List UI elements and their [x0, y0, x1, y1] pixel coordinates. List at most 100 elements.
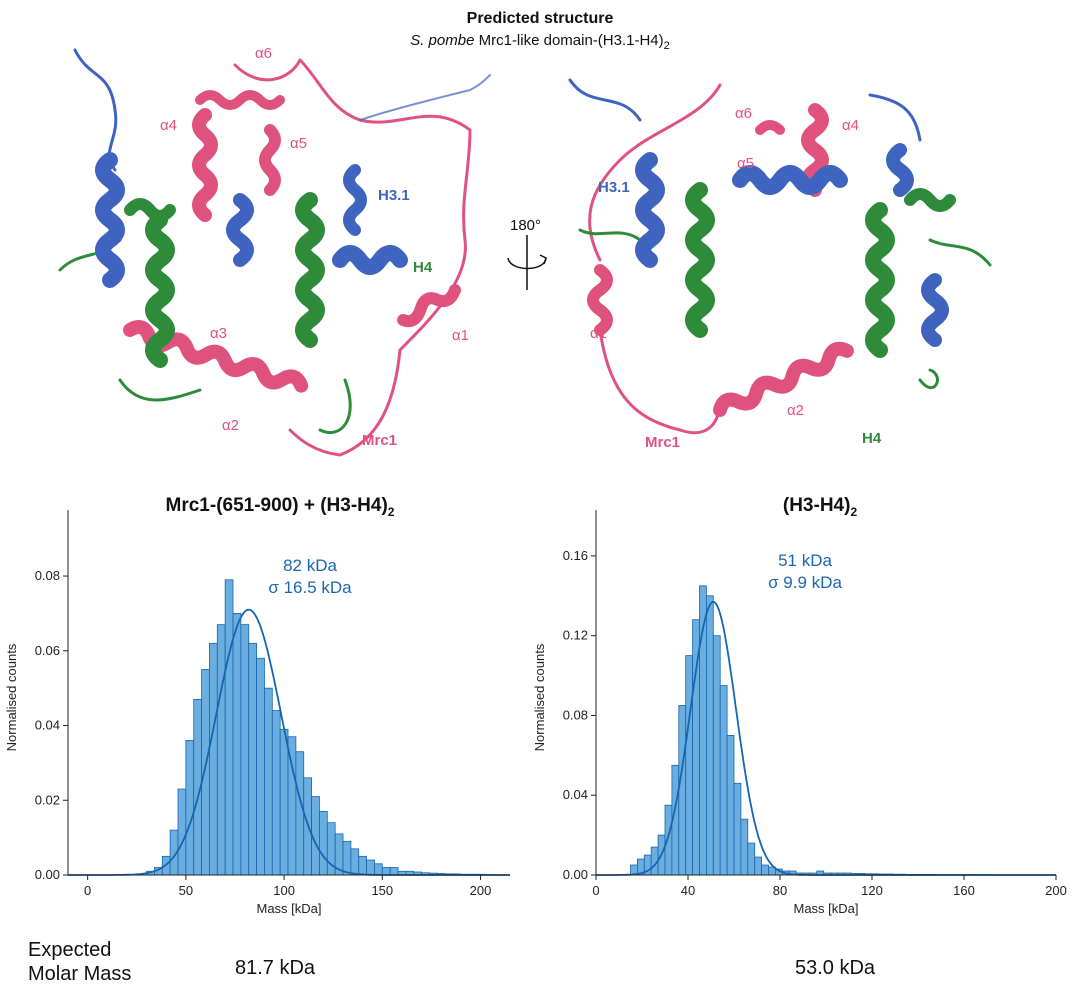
y-tick-label: 0.08 [563, 707, 588, 722]
x-tick-label: 200 [1045, 883, 1067, 898]
left-structure-labels: α6 α4 α5 H3.1 H4 α3 α1 α2 Mrc1 [160, 45, 469, 449]
left-expected-mass: 81.7 kDa [235, 957, 316, 979]
expected-line2: Molar Mass [28, 963, 132, 985]
y-tick-label: 0.12 [563, 628, 588, 643]
right-expected-mass: 53.0 kDa [795, 957, 876, 979]
x-tick-label: 80 [773, 883, 787, 898]
mrc1-loop [588, 83, 722, 435]
y-axis-label: Normalised counts [532, 643, 547, 751]
left-fit-mass: 82 kDa [283, 556, 337, 575]
x-tick-label: 150 [371, 883, 393, 898]
helix-h4-c [904, 188, 956, 212]
label-alpha4: α4 [160, 117, 177, 134]
helix-a4 [192, 108, 218, 222]
y-axis-label: Normalised counts [4, 643, 19, 751]
label-alpha5: α5 [737, 155, 754, 172]
left-structure [58, 48, 491, 457]
histogram-bar [295, 751, 305, 876]
label-alpha6: α6 [255, 45, 272, 62]
rotation-label: 180° [510, 217, 541, 234]
helix-h3-c [921, 273, 949, 347]
histogram-bar [374, 863, 383, 876]
left-chart-title-main: Mrc1-(651-900) + (H3-H4) [165, 495, 388, 516]
helix-a6 [195, 90, 285, 110]
right-chart-title-main: (H3-H4) [782, 495, 851, 516]
y-tick-label: 0.08 [35, 568, 60, 583]
left-fit-sigma: σ 16.5 kDa [268, 578, 352, 597]
helix-h4-b [295, 192, 325, 348]
right-fit-annotation: 51 kDa σ 9.9 kDa [735, 550, 875, 594]
x-tick-label: 0 [592, 883, 599, 898]
left-fit-annotation: 82 kDa σ 16.5 kDa [240, 555, 380, 599]
h4-loop [578, 228, 992, 389]
histogram-bar [232, 613, 242, 876]
histogram-bar [279, 728, 289, 876]
label-alpha2: α2 [787, 402, 804, 419]
y-tick-label: 0.04 [35, 718, 60, 733]
y-tick-label: 0.04 [563, 787, 588, 802]
helix-h3-b [226, 193, 254, 267]
histogram-bar [389, 867, 399, 876]
helix-h4-a [685, 182, 715, 338]
helix-h4-b [865, 202, 895, 358]
histogram-bar [350, 848, 360, 876]
x-tick-label: 0 [84, 883, 91, 898]
label-alpha1: α1 [590, 325, 607, 342]
label-alpha3: α3 [210, 325, 227, 342]
label-alpha2: α2 [222, 417, 239, 434]
histogram-bar [664, 804, 673, 876]
x-tick-label: 200 [470, 883, 492, 898]
right-structure-labels: α6 α4 α5 H3.1 α1 Mrc1 α2 H4 [590, 105, 882, 451]
y-tick-label: 0.06 [35, 643, 60, 658]
h3-tail [359, 74, 491, 121]
rotation-icon [507, 235, 547, 290]
histogram-bar [740, 818, 749, 876]
histogram-bar [685, 655, 693, 876]
helix-a5 [259, 124, 281, 196]
histogram-bar [381, 867, 391, 876]
mrc1-loop [233, 58, 472, 457]
helix-h4-a [145, 212, 175, 368]
helix-a2 [713, 341, 854, 417]
helix-a6 [755, 120, 785, 135]
helix-h3-a [95, 152, 125, 288]
helix-h3-a [635, 152, 665, 268]
y-tick-label: 0.16 [563, 548, 588, 563]
right-structure [568, 78, 992, 435]
label-alpha5: α5 [290, 135, 307, 152]
left-mass-histogram: 0.00 0.02 0.04 0.06 0.08 0 50 100 150 200 Mass [kD… [4, 510, 510, 916]
label-mrc1: Mrc1 [362, 432, 397, 449]
histogram-bar [719, 685, 728, 876]
figure-title: Predicted structure [466, 10, 614, 27]
right-chart-title-sub: 2 [850, 504, 858, 519]
x-tick-label: 120 [861, 883, 883, 898]
histogram-bar [256, 657, 265, 876]
histogram-bar [366, 859, 375, 876]
histogram-bar [271, 710, 281, 876]
expected-molar-mass-label: Expected Molar Mass [28, 938, 131, 986]
x-tick-label: 160 [953, 883, 975, 898]
right-fit-mass: 51 kDa [778, 551, 832, 570]
label-alpha1: α1 [452, 327, 469, 344]
x-axis-label: Mass [kDa] [256, 901, 321, 916]
label-alpha6: α6 [735, 105, 752, 122]
y-tick-label: 0.00 [563, 867, 588, 882]
histogram-bar [678, 705, 687, 876]
left-chart-title: Mrc1-(651-900) + (H3-H4)2 [80, 495, 480, 519]
helix-a1 [587, 264, 613, 336]
helix-a4 [801, 103, 829, 197]
helix-a1 [397, 284, 461, 328]
helix-h3-c [332, 245, 408, 275]
histogram-bar [264, 687, 273, 876]
histogram-bar [754, 856, 762, 876]
histogram-bar [705, 595, 714, 876]
y-tick-label: 0.00 [35, 867, 60, 882]
left-chart-title-sub: 2 [387, 504, 395, 519]
histogram-bar [216, 624, 226, 876]
x-tick-label: 40 [681, 883, 695, 898]
histogram-bar [224, 579, 234, 876]
helix-h3-d [343, 164, 367, 236]
predicted-structure-illustration: α6 α4 α5 H3.1 H4 α3 α1 α2 Mrc1 180° α6 α… [58, 45, 992, 457]
label-h31: H3.1 [598, 179, 630, 196]
label-mrc1: Mrc1 [645, 434, 680, 451]
